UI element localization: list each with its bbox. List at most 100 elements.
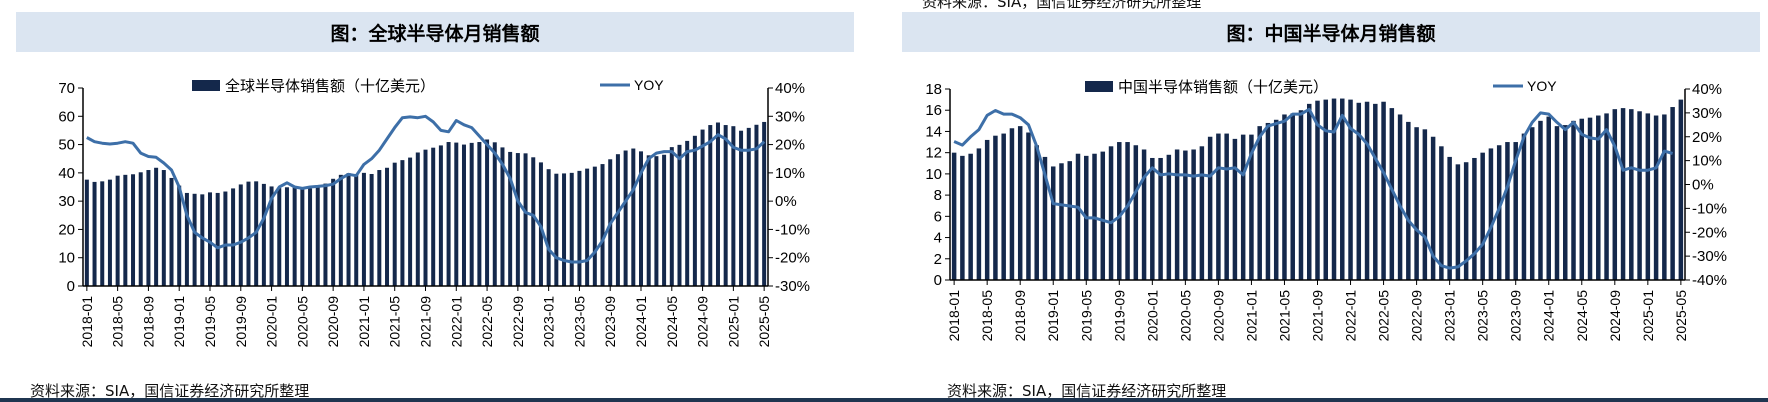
y-left-tick-label: 20: [58, 221, 75, 238]
sales-bar: [1034, 145, 1039, 280]
sales-bar: [1670, 107, 1675, 281]
y-right-tick-label: 10%: [775, 165, 805, 182]
sales-bar: [968, 153, 973, 280]
y-left-tick-label: 70: [58, 80, 75, 97]
y-right-tick-label: -30%: [775, 278, 810, 295]
sales-bar: [685, 140, 690, 286]
sales-bar: [1075, 153, 1081, 280]
x-tick-label: 2019-01: [1045, 290, 1061, 342]
sales-bar: [1496, 145, 1502, 280]
x-tick-label: 2023-05: [571, 296, 587, 348]
sales-bar: [1480, 152, 1485, 280]
sales-bar: [585, 168, 590, 286]
sales-bar: [438, 145, 443, 286]
sales-bar: [1521, 133, 1527, 280]
sales-bar: [469, 142, 474, 286]
x-tick-label: 2024-05: [1574, 290, 1590, 342]
sales-bar: [1364, 101, 1370, 280]
sales-bar: [238, 184, 243, 286]
y-right-tick-label: -10%: [1692, 200, 1727, 217]
x-tick-label: 2020-05: [294, 296, 310, 348]
sales-bar: [1108, 146, 1114, 280]
x-tick-label: 2025-05: [756, 296, 772, 348]
sales-bar: [692, 135, 697, 286]
sales-bar: [723, 125, 728, 286]
sales-bar: [1381, 101, 1386, 280]
x-tick-label: 2021-09: [418, 296, 434, 348]
legend-line-label: YOY: [1527, 78, 1557, 94]
sales-bar: [1207, 136, 1213, 280]
sales-bar: [1463, 162, 1469, 280]
sales-bar: [1397, 114, 1403, 280]
sales-bar: [115, 175, 120, 286]
sales-bar: [323, 183, 328, 286]
sales-bar: [207, 192, 212, 286]
y-left-tick-label: 2: [934, 251, 942, 268]
sales-bar: [1348, 99, 1353, 280]
sales-bar: [1629, 109, 1634, 281]
y-right-tick-label: -20%: [775, 250, 810, 267]
y-right-tick-label: 20%: [1692, 129, 1722, 146]
sales-bar: [1001, 133, 1006, 280]
x-tick-label: 2018-09: [1012, 290, 1028, 342]
x-tick-label: 2020-09: [325, 296, 341, 348]
x-tick-label: 2019-05: [1078, 290, 1094, 342]
sales-bar: [1439, 146, 1444, 280]
x-tick-label: 2023-01: [541, 296, 557, 348]
y-right-tick-label: -40%: [1692, 272, 1727, 289]
sales-bar: [577, 170, 582, 286]
sales-bar: [1290, 113, 1295, 281]
x-tick-label: 2023-05: [1475, 290, 1491, 342]
y-left-tick-label: 10: [925, 166, 942, 183]
sales-bar: [1331, 98, 1337, 280]
sales-bar: [1298, 110, 1304, 280]
legend-bar-swatch: [1085, 81, 1113, 92]
x-tick-label: 2021-01: [1243, 290, 1259, 342]
sales-bar: [284, 187, 289, 286]
global-semiconductor-chart: 0 10 20 30 40 50 60 70 -30% -20% -10% 0% 10% 20% 30% 40…: [58, 77, 810, 348]
x-tick-label: 2020-09: [1210, 290, 1226, 342]
sales-bar: [1059, 163, 1064, 280]
sales-bar: [677, 144, 682, 286]
sales-bar: [1199, 146, 1205, 280]
sales-bar: [1447, 156, 1452, 280]
y-right-tick-label: 10%: [1692, 153, 1722, 170]
sales-bar: [1554, 126, 1560, 280]
y-right-tick-label: 40%: [1692, 81, 1722, 98]
sales-bar: [169, 177, 174, 286]
y-left-tick-label: 12: [925, 145, 942, 162]
sales-bar: [1249, 134, 1254, 280]
chart-title-china: 图：中国半导体月销售额: [902, 12, 1760, 52]
sales-bar: [261, 183, 266, 286]
sales-bar: [177, 185, 182, 286]
sales-bar: [1563, 125, 1568, 280]
sales-bar: [1133, 145, 1139, 280]
sales-bar: [562, 173, 567, 286]
sales-bar: [1645, 113, 1651, 281]
sales-bar: [1529, 127, 1535, 280]
sales-bar: [146, 170, 151, 286]
sales-bar: [300, 187, 305, 286]
y-right-tick-label: 0%: [775, 193, 797, 210]
y-right-tick-label: -20%: [1692, 224, 1727, 241]
sales-bar: [1141, 149, 1147, 280]
sales-bar: [746, 127, 751, 286]
legend-bar-label: 全球半导体销售额（十亿美元）: [225, 77, 435, 95]
sales-bar: [1166, 154, 1172, 280]
sales-bar: [1596, 115, 1601, 281]
sales-bar: [1257, 126, 1262, 280]
x-tick-label: 2019-09: [233, 296, 249, 348]
sales-bar: [1265, 122, 1271, 280]
sales-bar: [1224, 133, 1229, 280]
sales-bar: [354, 173, 359, 286]
sales-bar: [100, 181, 105, 286]
sales-bar: [1505, 142, 1510, 280]
y-right-tick-label: 30%: [775, 108, 805, 125]
sales-bar: [154, 167, 159, 286]
sales-bar: [715, 122, 720, 286]
sales-bar: [739, 130, 744, 286]
y-right-tick-label: 30%: [1692, 105, 1722, 122]
y-left-tick-label: 16: [925, 102, 942, 119]
x-tick-label: 2025-01: [725, 296, 741, 348]
sales-bar: [415, 152, 420, 286]
